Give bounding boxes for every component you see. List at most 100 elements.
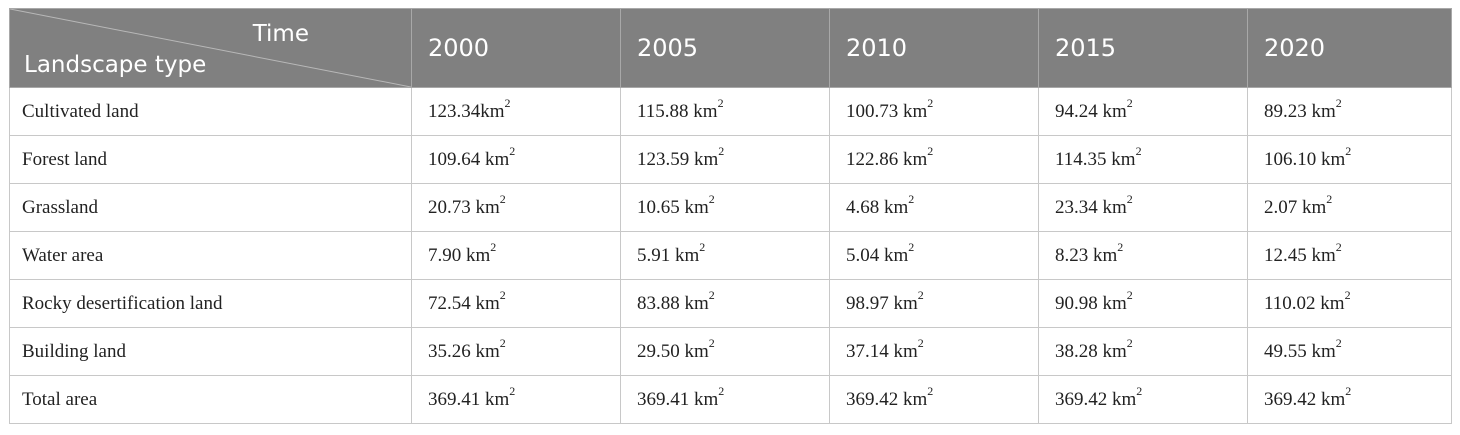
unit-superscript: 2 — [1126, 288, 1133, 303]
area-value: 109.64 km — [428, 148, 510, 170]
landscape-type-cell: Total area — [9, 375, 412, 424]
unit-superscript: 2 — [1117, 240, 1124, 255]
area-value: 123.59 km — [637, 148, 719, 170]
area-value: 89.23 km — [1264, 100, 1336, 122]
area-value: 2.07 km — [1264, 196, 1327, 218]
area-value: 49.55 km — [1264, 340, 1336, 362]
area-value: 4.68 km — [846, 196, 909, 218]
area-value: 90.98 km — [1055, 292, 1127, 314]
year-header-2020: 2020 — [1247, 8, 1452, 88]
unit-superscript: 2 — [499, 288, 506, 303]
unit-superscript: 2 — [717, 96, 724, 111]
unit-superscript: 2 — [1326, 192, 1333, 207]
area-value-cell: 35.26 km2 — [411, 327, 621, 376]
area-value: 8.23 km — [1055, 244, 1118, 266]
unit-superscript: 2 — [509, 144, 516, 159]
area-value: 37.14 km — [846, 340, 918, 362]
area-value: 20.73 km — [428, 196, 500, 218]
unit-superscript: 2 — [499, 192, 506, 207]
area-value-cell: 38.28 km2 — [1038, 327, 1248, 376]
area-value-cell: 98.97 km2 — [829, 279, 1039, 328]
area-value-cell: 5.91 km2 — [620, 231, 830, 280]
table-row: Rocky desertification land 72.54 km2 83.88… — [9, 279, 1452, 328]
area-value: 23.34 km — [1055, 196, 1127, 218]
area-value-cell: 110.02 km2 — [1247, 279, 1452, 328]
area-value-cell: 106.10 km2 — [1247, 135, 1452, 184]
unit-superscript: 2 — [1126, 192, 1133, 207]
area-value-cell: 369.42 km2 — [1038, 375, 1248, 424]
area-value: 369.41 km — [637, 388, 719, 410]
area-value: 72.54 km — [428, 292, 500, 314]
corner-header-cell: Time Landscape type — [9, 8, 412, 88]
area-value: 5.04 km — [846, 244, 909, 266]
area-value-cell: 369.41 km2 — [411, 375, 621, 424]
unit-superscript: 2 — [490, 240, 497, 255]
unit-superscript: 2 — [927, 144, 934, 159]
area-value-cell: 5.04 km2 — [829, 231, 1039, 280]
unit-superscript: 2 — [1135, 144, 1142, 159]
year-header-2000: 2000 — [411, 8, 621, 88]
area-value-cell: 123.59 km2 — [620, 135, 830, 184]
area-value-cell: 2.07 km2 — [1247, 183, 1452, 232]
unit-superscript: 2 — [1126, 336, 1133, 351]
unit-superscript: 2 — [908, 192, 915, 207]
area-value-cell: 83.88 km2 — [620, 279, 830, 328]
area-value: 110.02 km — [1264, 292, 1345, 314]
landscape-type-cell: Water area — [9, 231, 412, 280]
area-value: 38.28 km — [1055, 340, 1127, 362]
corner-time-label: Time — [252, 21, 309, 47]
unit-superscript: 2 — [1126, 96, 1133, 111]
area-value: 94.24 km — [1055, 100, 1127, 122]
area-value-cell: 369.42 km2 — [1247, 375, 1452, 424]
area-value: 115.88 km — [637, 100, 718, 122]
area-value-cell: 94.24 km2 — [1038, 87, 1248, 136]
area-value: 29.50 km — [637, 340, 709, 362]
year-header-2010: 2010 — [829, 8, 1039, 88]
year-header-2005: 2005 — [620, 8, 830, 88]
area-value-cell: 10.65 km2 — [620, 183, 830, 232]
area-value-cell: 8.23 km2 — [1038, 231, 1248, 280]
unit-superscript: 2 — [917, 288, 924, 303]
unit-superscript: 2 — [699, 240, 706, 255]
unit-superscript: 2 — [1345, 384, 1352, 399]
unit-superscript: 2 — [1345, 144, 1352, 159]
area-value: 35.26 km — [428, 340, 500, 362]
unit-superscript: 2 — [504, 96, 511, 111]
area-value-cell: 90.98 km2 — [1038, 279, 1248, 328]
table-row: Total area 369.41 km2 369.41 km2 369.42 km2… — [9, 375, 1452, 424]
table-body: Cultivated land 123.34km2 115.88 km2 100.73… — [9, 87, 1452, 424]
table-row: Cultivated land 123.34km2 115.88 km2 100.73… — [9, 87, 1452, 136]
area-value-cell: 72.54 km2 — [411, 279, 621, 328]
unit-superscript: 2 — [708, 288, 715, 303]
unit-superscript: 2 — [708, 336, 715, 351]
area-value: 369.42 km — [846, 388, 928, 410]
landscape-type-cell: Grassland — [9, 183, 412, 232]
area-value-cell: 37.14 km2 — [829, 327, 1039, 376]
header-row: Time Landscape type 2000 2005 2010 2015 … — [9, 8, 1452, 88]
area-value-cell: 7.90 km2 — [411, 231, 621, 280]
year-header-2015: 2015 — [1038, 8, 1248, 88]
diagonal-divider — [10, 9, 411, 87]
area-value-cell: 12.45 km2 — [1247, 231, 1452, 280]
area-value: 369.41 km — [428, 388, 510, 410]
unit-superscript: 2 — [927, 384, 934, 399]
unit-superscript: 2 — [927, 96, 934, 111]
unit-superscript: 2 — [1344, 288, 1351, 303]
unit-superscript: 2 — [509, 384, 516, 399]
unit-superscript: 2 — [499, 336, 506, 351]
area-value: 114.35 km — [1055, 148, 1136, 170]
unit-superscript: 2 — [1335, 336, 1342, 351]
landscape-area-table: Time Landscape type 2000 2005 2010 2015 … — [9, 8, 1452, 424]
area-value-cell: 49.55 km2 — [1247, 327, 1452, 376]
area-value-cell: 20.73 km2 — [411, 183, 621, 232]
area-value-cell: 4.68 km2 — [829, 183, 1039, 232]
unit-superscript: 2 — [708, 192, 715, 207]
area-value: 122.86 km — [846, 148, 928, 170]
landscape-type-cell: Building land — [9, 327, 412, 376]
unit-superscript: 2 — [908, 240, 915, 255]
area-value-cell: 29.50 km2 — [620, 327, 830, 376]
area-value-cell: 115.88 km2 — [620, 87, 830, 136]
area-value-cell: 369.42 km2 — [829, 375, 1039, 424]
area-value: 123.34km — [428, 100, 505, 122]
table-row: Grassland 20.73 km2 10.65 km2 4.68 km2 23.34… — [9, 183, 1452, 232]
